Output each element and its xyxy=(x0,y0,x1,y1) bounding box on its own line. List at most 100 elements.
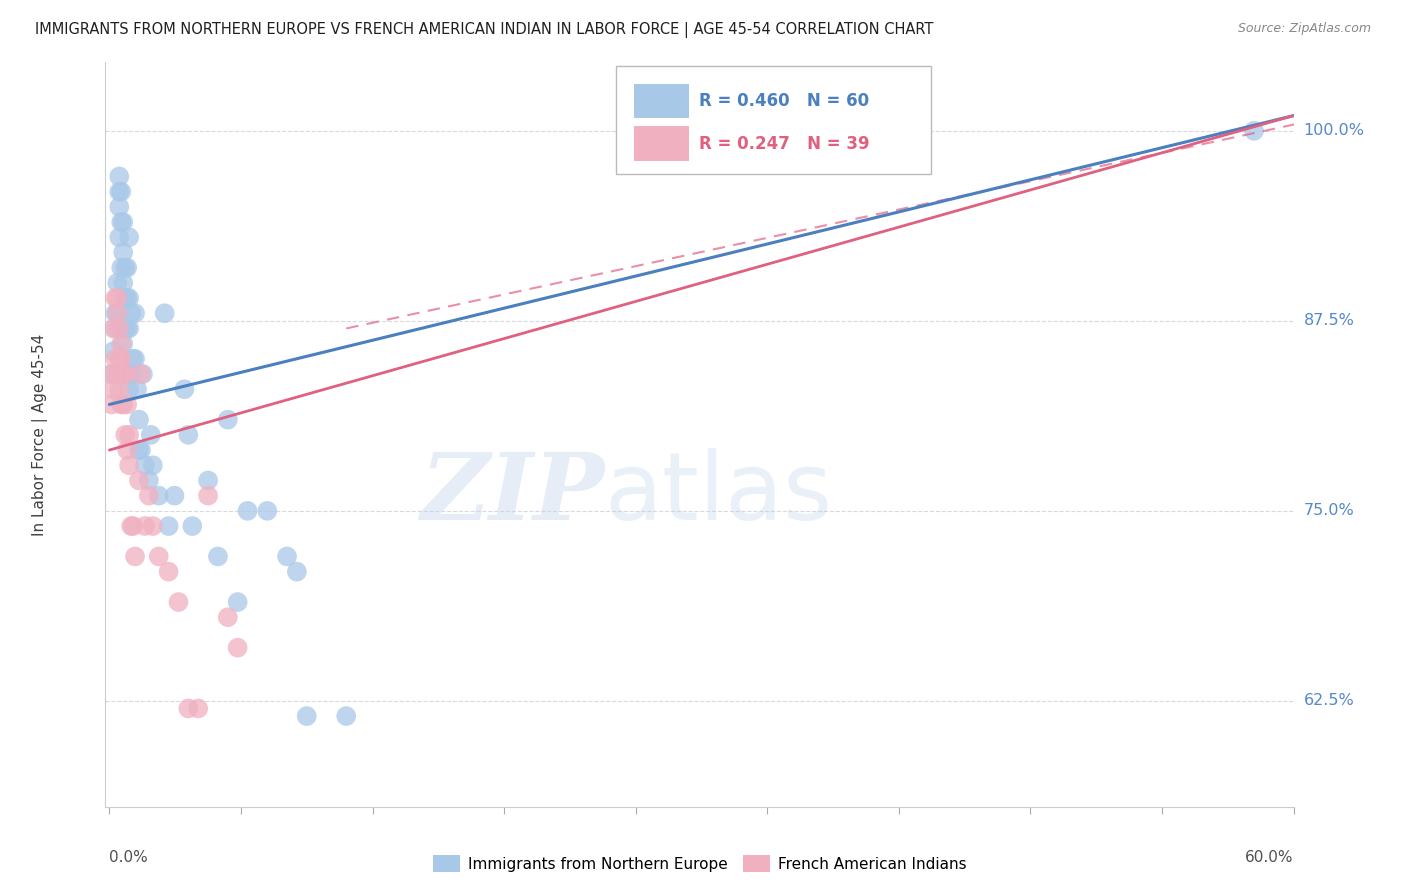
Point xyxy=(118,230,141,244)
Point xyxy=(112,367,135,381)
Text: R = 0.460   N = 60: R = 0.460 N = 60 xyxy=(700,92,869,111)
Point xyxy=(335,709,357,723)
Point xyxy=(118,428,141,442)
Point xyxy=(104,321,127,335)
Point xyxy=(115,443,138,458)
Point xyxy=(118,291,141,305)
Point xyxy=(285,565,308,579)
Point xyxy=(108,382,131,396)
Text: 100.0%: 100.0% xyxy=(1303,123,1364,138)
Point xyxy=(129,367,152,381)
Point xyxy=(100,367,122,381)
Point xyxy=(177,701,200,715)
Point xyxy=(207,549,229,564)
Point xyxy=(118,458,141,473)
Point xyxy=(163,489,186,503)
Text: In Labor Force | Age 45-54: In Labor Force | Age 45-54 xyxy=(32,334,48,536)
Point xyxy=(295,709,318,723)
Point xyxy=(157,565,180,579)
Point xyxy=(197,489,219,503)
Point xyxy=(110,260,132,275)
Point xyxy=(226,640,249,655)
Point xyxy=(103,321,125,335)
Point xyxy=(110,397,132,411)
Point xyxy=(105,306,128,320)
Point xyxy=(124,351,146,366)
Point xyxy=(128,412,150,426)
Text: atlas: atlas xyxy=(605,449,832,541)
Point xyxy=(100,367,122,381)
Point xyxy=(167,595,190,609)
Point xyxy=(103,382,125,396)
Point xyxy=(105,291,128,305)
Text: ZIP: ZIP xyxy=(420,450,605,540)
Point xyxy=(108,185,131,199)
Point xyxy=(139,428,162,442)
Point xyxy=(110,215,132,229)
Point xyxy=(120,306,142,320)
Point xyxy=(104,306,127,320)
Point xyxy=(104,351,127,366)
Text: 0.0%: 0.0% xyxy=(110,850,148,865)
Point xyxy=(110,336,132,351)
Point xyxy=(115,291,138,305)
Point xyxy=(118,321,141,335)
Point xyxy=(153,306,176,320)
Point xyxy=(124,549,146,564)
Point xyxy=(276,549,298,564)
Point xyxy=(142,519,165,533)
Point xyxy=(105,276,128,290)
Point xyxy=(114,260,136,275)
Point xyxy=(112,276,135,290)
Point xyxy=(114,321,136,335)
Point xyxy=(138,474,160,488)
Legend: Immigrants from Northern Europe, French American Indians: Immigrants from Northern Europe, French … xyxy=(426,849,973,878)
Point xyxy=(124,306,146,320)
Point xyxy=(105,306,128,320)
Point xyxy=(177,428,200,442)
FancyBboxPatch shape xyxy=(616,66,931,174)
Point xyxy=(173,382,195,396)
Point xyxy=(132,367,155,381)
Point xyxy=(122,351,145,366)
Point xyxy=(100,397,122,411)
Point xyxy=(114,291,136,305)
Point xyxy=(112,336,135,351)
Point xyxy=(148,489,170,503)
Point xyxy=(129,443,152,458)
FancyBboxPatch shape xyxy=(634,127,689,161)
Point xyxy=(256,504,278,518)
Point xyxy=(118,382,141,396)
Point xyxy=(134,519,156,533)
Point xyxy=(236,504,259,518)
Point xyxy=(108,200,131,214)
Point xyxy=(197,474,219,488)
Point xyxy=(110,351,132,366)
Point xyxy=(125,382,148,396)
Point xyxy=(104,291,127,305)
Point xyxy=(1243,124,1265,138)
Point xyxy=(108,169,131,184)
Point xyxy=(120,367,142,381)
Point xyxy=(128,474,150,488)
Point xyxy=(120,519,142,533)
Point xyxy=(112,245,135,260)
Text: R = 0.247   N = 39: R = 0.247 N = 39 xyxy=(700,135,870,153)
Point xyxy=(112,397,135,411)
Point xyxy=(138,489,160,503)
Text: 60.0%: 60.0% xyxy=(1246,850,1294,865)
Point xyxy=(226,595,249,609)
Point xyxy=(103,344,125,359)
Point xyxy=(181,519,204,533)
Point xyxy=(114,367,136,381)
Text: 87.5%: 87.5% xyxy=(1303,313,1354,328)
Point xyxy=(108,230,131,244)
Point xyxy=(128,443,150,458)
Text: 75.0%: 75.0% xyxy=(1303,503,1354,518)
Point xyxy=(148,549,170,564)
Point xyxy=(217,412,239,426)
Point xyxy=(142,458,165,473)
Point xyxy=(134,458,156,473)
Point xyxy=(112,215,135,229)
Text: Source: ZipAtlas.com: Source: ZipAtlas.com xyxy=(1237,22,1371,36)
